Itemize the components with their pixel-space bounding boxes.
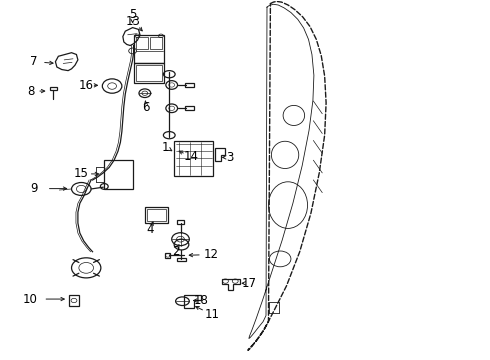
Text: 3: 3 bbox=[226, 151, 233, 164]
Text: 13: 13 bbox=[126, 15, 141, 28]
Bar bbox=[134, 63, 164, 83]
Bar bbox=[185, 83, 194, 87]
Text: 18: 18 bbox=[194, 294, 208, 307]
Bar bbox=[136, 65, 162, 81]
Text: 7: 7 bbox=[30, 55, 38, 68]
Bar bbox=[165, 253, 170, 258]
Text: 6: 6 bbox=[143, 101, 150, 114]
Bar bbox=[150, 37, 162, 49]
Text: 14: 14 bbox=[184, 150, 199, 163]
Bar bbox=[176, 220, 184, 224]
Bar bbox=[136, 37, 148, 49]
Bar bbox=[174, 140, 213, 176]
Text: 12: 12 bbox=[203, 248, 219, 261]
Text: 17: 17 bbox=[242, 277, 256, 290]
Text: 9: 9 bbox=[30, 182, 38, 195]
Bar bbox=[147, 209, 166, 221]
Text: 4: 4 bbox=[146, 223, 153, 236]
Text: 16: 16 bbox=[79, 79, 94, 92]
Text: 1: 1 bbox=[162, 140, 170, 153]
Bar bbox=[69, 296, 79, 306]
Bar bbox=[49, 87, 57, 90]
Bar bbox=[134, 35, 164, 63]
Text: 11: 11 bbox=[204, 308, 219, 321]
Text: 15: 15 bbox=[74, 167, 89, 180]
Text: 10: 10 bbox=[23, 293, 37, 306]
Text: 5: 5 bbox=[129, 8, 136, 21]
Bar bbox=[145, 207, 168, 223]
Bar bbox=[176, 258, 186, 261]
Text: 2: 2 bbox=[172, 244, 179, 257]
Bar bbox=[185, 106, 194, 111]
Bar bbox=[104, 160, 133, 189]
Text: 8: 8 bbox=[27, 85, 35, 98]
